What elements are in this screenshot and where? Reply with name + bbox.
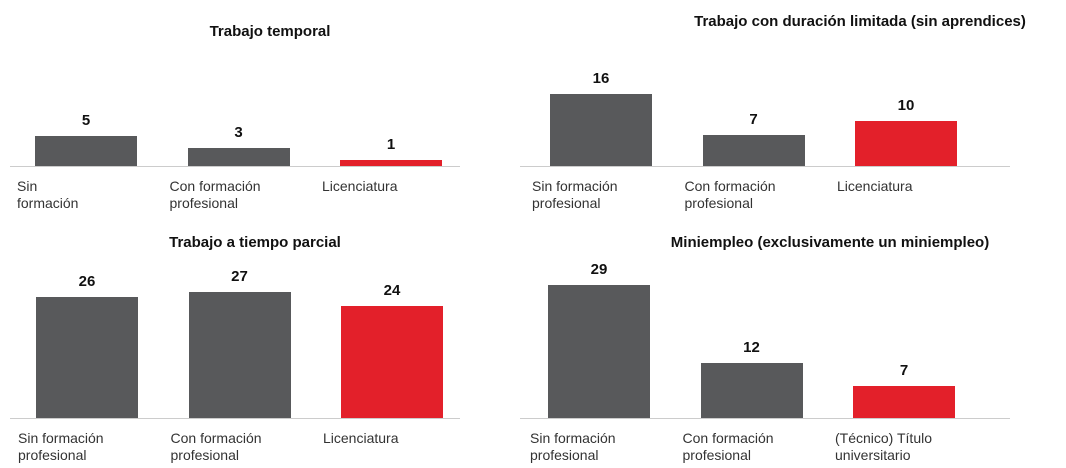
chart-title: Trabajo con duración limitada (sin apren… — [694, 13, 1026, 30]
value-label: 26 — [78, 273, 96, 291]
bar — [187, 148, 290, 166]
baseline — [520, 166, 1010, 167]
value-label: 3 — [234, 124, 243, 141]
category-label: Licenciatura — [322, 178, 398, 194]
baseline — [10, 166, 460, 167]
category-label: Licenciatura — [837, 178, 913, 194]
value-label: 12 — [743, 338, 760, 356]
baseline — [520, 418, 1010, 419]
value-label: 5 — [81, 112, 91, 129]
bar — [548, 284, 650, 418]
chart-title: Trabajo a tiempo parcial — [169, 234, 341, 251]
category-label: Sin formación — [17, 178, 79, 211]
bar — [700, 362, 803, 418]
value-label: 27 — [231, 268, 248, 286]
bar — [855, 121, 957, 166]
category-label: Con formación profesional — [169, 178, 261, 211]
bar — [36, 297, 138, 418]
category-label: (Técnico) Título universitario — [835, 430, 932, 463]
value-label: 1 — [386, 136, 396, 153]
category-label: Sin formación profesional — [530, 430, 616, 463]
category-label: Sin formación profesional — [532, 178, 618, 211]
bar — [188, 292, 291, 418]
chart-title: Miniempleo (exclusivamente un miniempleo… — [670, 234, 990, 251]
value-label: 24 — [383, 282, 401, 300]
bar — [341, 306, 443, 418]
value-label: 29 — [590, 260, 608, 278]
baseline — [10, 418, 460, 419]
bar — [853, 385, 955, 418]
bar — [702, 134, 805, 166]
category-label: Licenciatura — [323, 430, 399, 446]
value-label: 16 — [592, 70, 610, 87]
value-label: 7 — [899, 361, 909, 379]
category-label: Sin formación profesional — [18, 430, 104, 463]
category-label: Con formación profesional — [684, 178, 776, 211]
bar — [340, 160, 442, 166]
bar — [35, 136, 137, 166]
category-label: Con formación profesional — [170, 430, 262, 463]
value-label: 7 — [749, 110, 758, 128]
value-label: 10 — [897, 97, 915, 114]
bar — [550, 94, 652, 166]
category-label: Con formación profesional — [682, 430, 774, 463]
chart-title: Trabajo temporal — [209, 23, 331, 40]
